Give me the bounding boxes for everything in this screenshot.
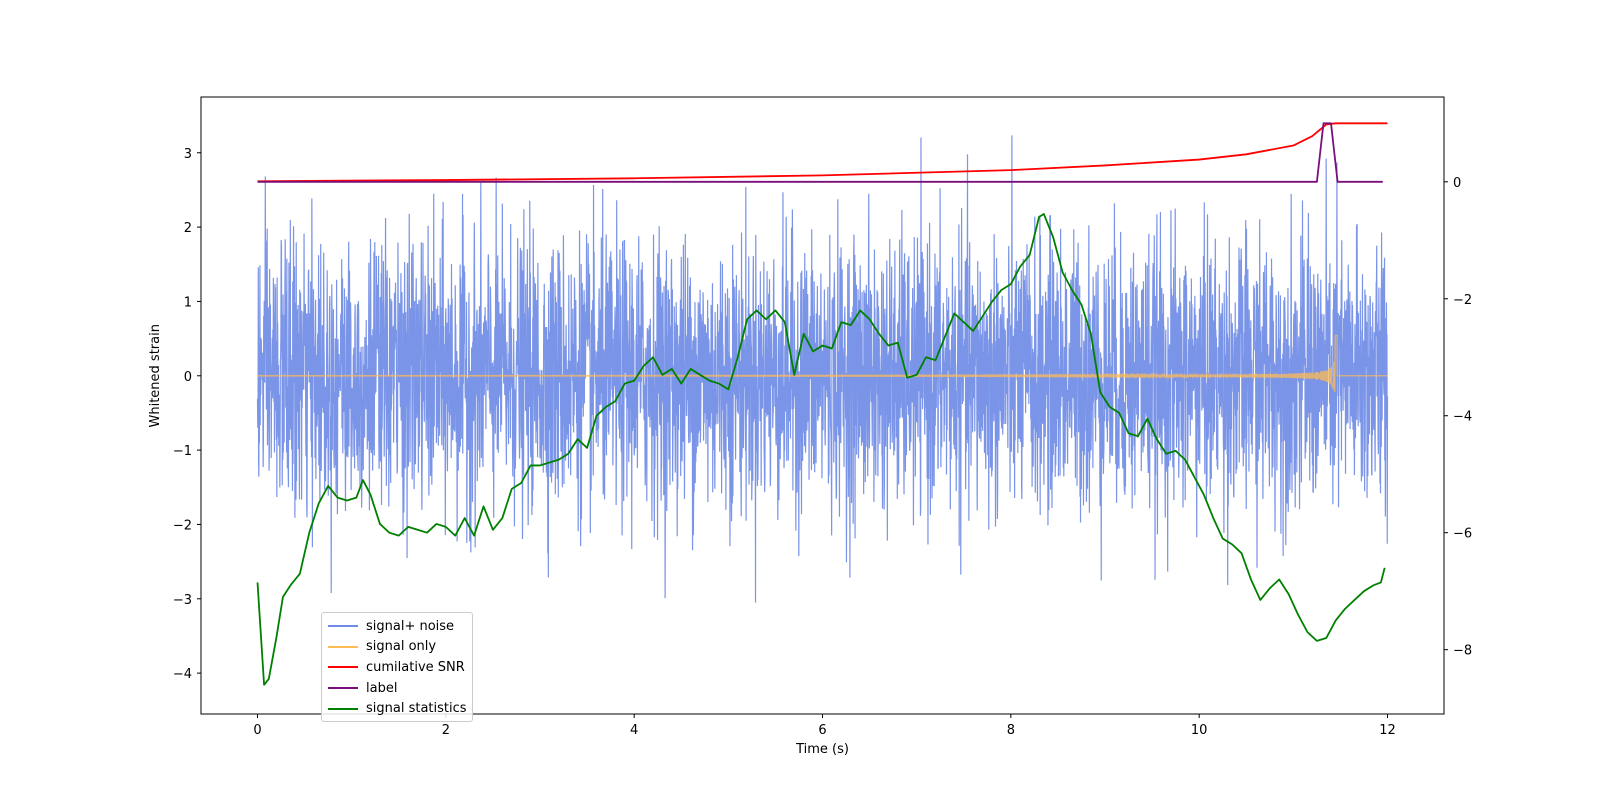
legend-label-signal-only: signal only xyxy=(366,639,437,655)
x-axis: 0 2 4 6 8 10 12 xyxy=(253,714,1396,738)
series-signal-only-line xyxy=(257,334,1388,393)
plot-area xyxy=(256,122,1389,686)
legend-label-label: label xyxy=(366,680,398,696)
legend-item-cumulative-snr: cumilative SNR xyxy=(322,657,472,678)
x-tick-label: 6 xyxy=(818,723,826,738)
y-tick-label: −1 xyxy=(173,444,192,459)
legend-swatch-signal-only xyxy=(328,645,358,648)
y-tick-label: 0 xyxy=(184,370,192,385)
x-tick-label: 4 xyxy=(630,723,638,738)
y2-tick-label: 0 xyxy=(1453,176,1461,191)
x-axis-label: Time (s) xyxy=(795,742,849,757)
y2-tick-label: −2 xyxy=(1453,293,1472,308)
y-axis-left: 3 2 1 0 −1 −2 −3 −4 xyxy=(173,147,201,682)
legend-swatch-cumulative-snr xyxy=(328,666,358,669)
legend-item-signal-statistics: signal statistics xyxy=(322,698,472,719)
series-label-line xyxy=(257,122,1383,183)
x-tick-label: 0 xyxy=(253,723,261,738)
legend-label-signal-noise: signal+ noise xyxy=(366,618,455,634)
legend-item-label: label xyxy=(322,678,472,699)
y-axis-right: 0 −2 −4 −6 −8 xyxy=(1444,176,1472,659)
legend: signal+ noise signal only cumilative SNR… xyxy=(321,612,473,722)
x-tick-label: 2 xyxy=(442,723,450,738)
legend-item-signal-noise: signal+ noise xyxy=(322,616,472,637)
y2-tick-label: −6 xyxy=(1453,527,1472,542)
legend-label-cumulative-snr: cumilative SNR xyxy=(366,659,465,675)
x-tick-label: 10 xyxy=(1191,723,1208,738)
y-tick-label: −2 xyxy=(173,518,192,533)
series-signal-statistics-line xyxy=(256,213,1386,686)
legend-swatch-label xyxy=(328,687,358,690)
x-tick-label: 12 xyxy=(1379,723,1396,738)
y-axis-label: Whitened strain xyxy=(148,324,163,427)
y-tick-label: 1 xyxy=(184,295,192,310)
y2-tick-label: −4 xyxy=(1453,410,1472,425)
y-tick-label: −3 xyxy=(173,593,192,608)
y2-tick-label: −8 xyxy=(1453,644,1472,659)
series-signal-noise-line xyxy=(256,135,1389,603)
series-cumulative-snr-line xyxy=(257,122,1388,183)
legend-item-signal-only: signal only xyxy=(322,637,472,658)
legend-swatch-signal-statistics xyxy=(328,707,358,710)
legend-swatch-signal-noise xyxy=(328,625,358,628)
y-tick-label: −4 xyxy=(173,667,192,682)
y-tick-label: 2 xyxy=(184,221,192,236)
y-tick-label: 3 xyxy=(184,147,192,162)
x-tick-label: 8 xyxy=(1007,723,1015,738)
legend-label-signal-statistics: signal statistics xyxy=(366,701,467,717)
